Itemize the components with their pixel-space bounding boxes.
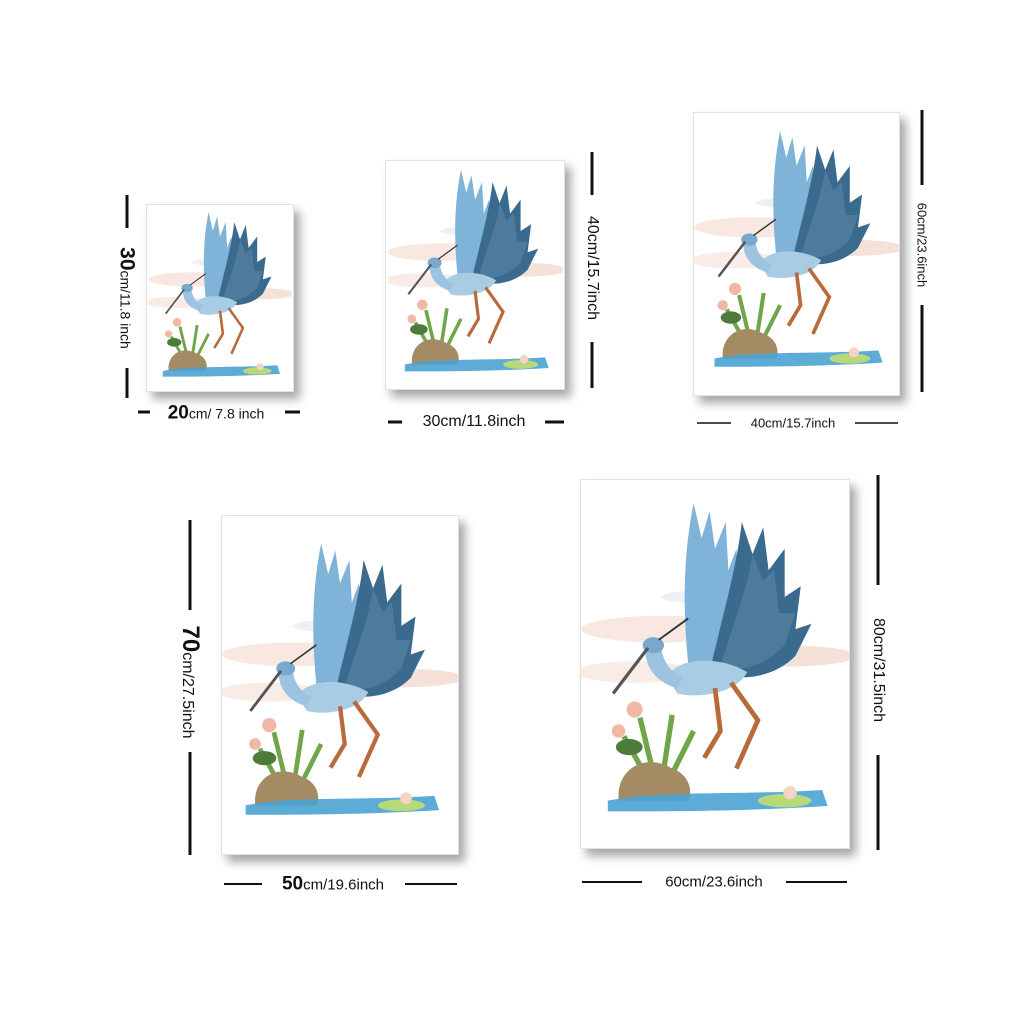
print4-height-unit: cm/27.5inch bbox=[179, 652, 196, 739]
print1-height-number: 30 bbox=[115, 247, 139, 271]
print5-height-label: 80cm/31.5inch bbox=[870, 617, 887, 723]
print1-height-label: 30cm/11.8 inch bbox=[115, 247, 139, 349]
print1-width-unit: cm/ 7.8 inch bbox=[188, 405, 265, 422]
print2-height-label: 40cm/15.7inch bbox=[584, 215, 601, 321]
heron-painting-icon bbox=[386, 161, 564, 389]
heron-painting-icon bbox=[694, 113, 899, 395]
print-60x80 bbox=[580, 479, 850, 849]
print-40x60 bbox=[693, 112, 900, 396]
heron-painting-icon bbox=[222, 516, 458, 854]
print2-width-label: 30cm/11.8inch bbox=[422, 413, 526, 430]
print4-width-unit: cm/19.6inch bbox=[303, 876, 385, 894]
print3-height-label: 60cm/23.6inch bbox=[914, 202, 930, 288]
print4-width-label: 50cm/19.6inch bbox=[282, 875, 384, 894]
heron-painting-icon bbox=[581, 480, 849, 848]
print4-height-label: 70cm/27.5inch bbox=[177, 625, 204, 739]
print1-height-unit: cm/11.8 inch bbox=[117, 270, 134, 349]
print5-width-label: 60cm/23.6inch bbox=[665, 873, 763, 891]
print1-width-label: 20cm/ 7.8 inch bbox=[168, 404, 265, 423]
print4-height-number: 70 bbox=[177, 625, 204, 653]
print-20x30 bbox=[146, 204, 294, 392]
print4-width-number: 50 bbox=[281, 873, 304, 895]
print-30x40 bbox=[385, 160, 565, 390]
print3-width-label: 40cm/15.7inch bbox=[750, 415, 836, 431]
print1-width-number: 20 bbox=[167, 402, 189, 424]
print-50x70 bbox=[221, 515, 459, 855]
